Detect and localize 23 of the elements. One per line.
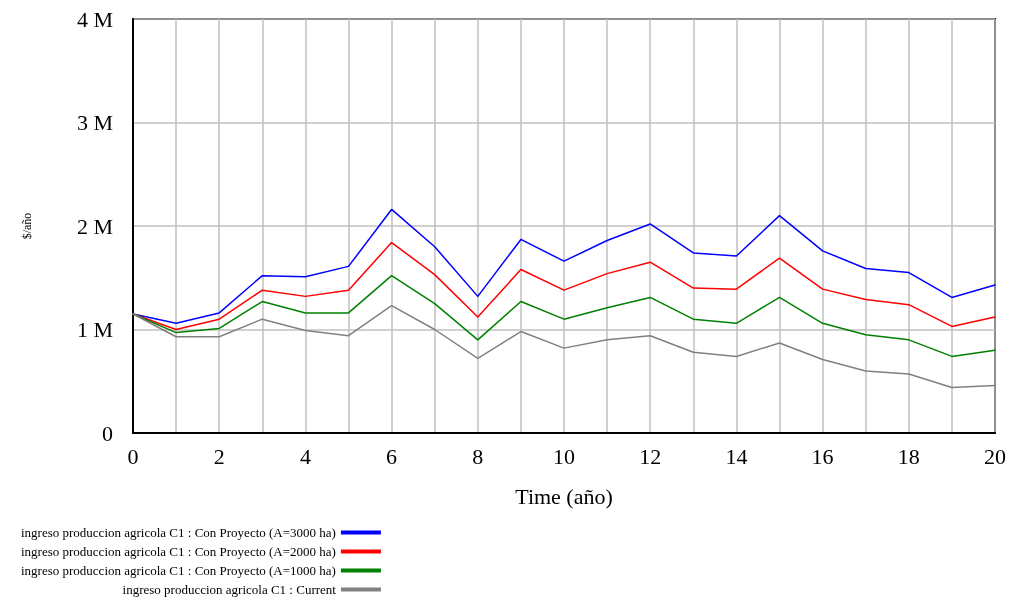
legend-label: ingreso produccion agricola C1 : Con Proyecto (A=2000 ha) [20,544,336,559]
x-tick-label: 4 [299,443,311,469]
x-tick-label: 8 [472,443,484,469]
x-tick-label: 14 [725,443,748,469]
y-tick-label: 0 [102,420,113,446]
x-tick-label: 18 [897,443,920,469]
x-tick-label: 20 [984,443,1006,469]
legend-label: ingreso produccion agricola C1 : Current [122,582,337,597]
x-tick-label: 12 [639,443,662,469]
x-tick-label: 2 [213,443,225,469]
y-tick-label: 2 M [76,213,113,239]
y-axis-title: $/año [20,212,34,240]
x-axis-title: Time (año) [515,483,613,509]
line-series [132,304,996,389]
legend-label: ingreso produccion agricola C1 : Con Proyecto (A=1000 ha) [20,563,336,578]
legend-label: ingreso produccion agricola C1 : Con Proyecto (A=3000 ha) [20,525,336,540]
x-tick-label: 10 [553,443,575,469]
x-tick-label: 0 [127,443,139,469]
y-tick-label: 1 M [76,317,113,342]
x-tick-label: 16 [811,443,834,469]
y-tick-label: 3 M [76,110,113,135]
y-tick-label: 4 M [76,6,113,32]
x-tick-label: 6 [386,443,398,469]
